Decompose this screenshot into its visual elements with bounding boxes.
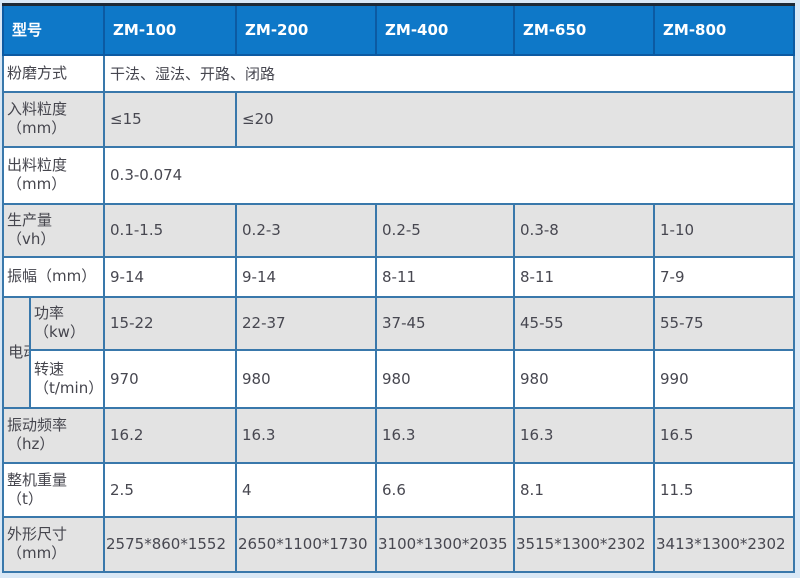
header-zm-100: ZM-100	[103, 3, 238, 56]
motor-speed-zm-800: 990	[653, 348, 796, 409]
motor-group-label-text: 电动机	[8, 342, 28, 361]
capacity-zm-800: 1-10	[653, 202, 796, 258]
motor-power-zm-650: 45-55	[513, 295, 656, 351]
weight-zm-800: 11.5	[653, 461, 796, 518]
motor-power-label: 功率 （kw）	[28, 295, 106, 351]
capacity-label: 生产量 （vh）	[1, 202, 106, 258]
amplitude-zm-200: 9-14	[235, 255, 378, 298]
motor-group-label: 电动机	[2, 295, 31, 409]
frequency-zm-100: 16.2	[103, 406, 238, 464]
capacity-zm-200: 0.2-3	[235, 202, 378, 258]
header-model-label: 型号	[1, 3, 106, 56]
dimensions-zm-200: 2650*1100*1730	[235, 515, 378, 573]
header-zm-200: ZM-200	[235, 3, 378, 56]
motor-speed-zm-650: 980	[513, 348, 656, 409]
feed-size-label-text: 入料粒度	[7, 100, 68, 119]
weight-label-text: 整机重量	[7, 470, 68, 489]
frequency-zm-200: 16.3	[235, 406, 378, 464]
row-output-size: 出料粒度 （mm） 0.3-0.074	[1, 145, 796, 205]
output-size-label-unit: （mm）	[7, 175, 67, 193]
capacity-label-unit: （vh）	[7, 230, 56, 248]
output-size-label-text: 出料粒度	[7, 156, 68, 175]
dimensions-zm-400: 3100*1300*2035	[375, 515, 516, 573]
motor-power-zm-400: 37-45	[375, 295, 516, 351]
header-zm-650: ZM-650	[513, 3, 656, 56]
weight-zm-100: 2.5	[103, 461, 238, 518]
dimensions-zm-650: 3515*1300*2302	[513, 515, 656, 573]
weight-label-unit: （t）	[7, 489, 43, 508]
row-machine-weight: 整机重量 （t） 2.5 4 6.6 8.1 11.5	[1, 461, 796, 518]
spec-table: 型号 ZM-100 ZM-200 ZM-400 ZM-650 ZM-800 粉磨…	[1, 3, 796, 573]
motor-speed-zm-400: 980	[375, 348, 516, 409]
row-capacity: 生产量 （vh） 0.1-1.5 0.2-3 0.2-5 0.3-8 1-10	[1, 202, 796, 258]
capacity-label-text: 生产量	[7, 211, 53, 230]
output-size-label: 出料粒度 （mm）	[1, 145, 106, 205]
capacity-zm-400: 0.2-5	[375, 202, 516, 258]
grinding-method-label: 粉磨方式	[1, 53, 106, 93]
feed-size-zm-100: ≤15	[103, 90, 238, 148]
motor-power-zm-100: 15-22	[103, 295, 238, 351]
row-grinding-method: 粉磨方式 干法、湿法、开路、闭路	[1, 53, 796, 93]
output-size-value: 0.3-0.074	[103, 145, 796, 205]
frequency-label-unit: （hz）	[7, 435, 55, 453]
row-vibration-frequency: 振动频率 （hz） 16.2 16.3 16.3 16.3 16.5	[1, 406, 796, 464]
frequency-zm-650: 16.3	[513, 406, 656, 464]
weight-label: 整机重量 （t）	[1, 461, 106, 518]
feed-size-label-unit: （mm）	[7, 119, 67, 137]
amplitude-zm-800: 7-9	[653, 255, 796, 298]
motor-power-zm-200: 22-37	[235, 295, 378, 351]
motor-speed-label-text: 转速	[34, 359, 65, 378]
motor-speed-label-unit: （t/min）	[34, 378, 104, 397]
row-dimensions: 外形尺寸 （mm） 2575*860*1552 2650*1100*1730 3…	[1, 515, 796, 573]
grinding-method-value: 干法、湿法、开路、闭路	[103, 53, 796, 93]
amplitude-zm-100: 9-14	[103, 255, 238, 298]
motor-power-zm-800: 55-75	[653, 295, 796, 351]
dimensions-label-unit: （mm）	[7, 544, 67, 562]
row-amplitude: 振幅（mm） 9-14 9-14 8-11 8-11 7-9	[1, 255, 796, 298]
capacity-zm-100: 0.1-1.5	[103, 202, 238, 258]
amplitude-zm-400: 8-11	[375, 255, 516, 298]
row-motor-speed: 转速 （t/min） 970 980 980 980 990	[3, 348, 796, 409]
weight-zm-400: 6.6	[375, 461, 516, 518]
motor-power-label-text: 功率	[34, 304, 65, 323]
dimensions-label-text: 外形尺寸	[7, 525, 68, 544]
motor-power-label-unit: （kw）	[34, 323, 85, 341]
header-row: 型号 ZM-100 ZM-200 ZM-400 ZM-650 ZM-800	[1, 3, 796, 56]
dimensions-label: 外形尺寸 （mm）	[1, 515, 106, 573]
header-zm-800: ZM-800	[653, 3, 796, 56]
weight-zm-650: 8.1	[513, 461, 656, 518]
dimensions-zm-800: 3413*1300*2302	[653, 515, 796, 573]
header-zm-400: ZM-400	[375, 3, 516, 56]
frequency-zm-800: 16.5	[653, 406, 796, 464]
frequency-label: 振动频率 （hz）	[1, 406, 106, 464]
row-feed-size: 入料粒度 （mm） ≤15 ≤20	[1, 90, 796, 148]
frequency-zm-400: 16.3	[375, 406, 516, 464]
weight-zm-200: 4	[235, 461, 378, 518]
amplitude-zm-650: 8-11	[513, 255, 656, 298]
row-motor-power: 电动机 功率 （kw） 15-22 22-37 37-45 45-55 55-7…	[2, 295, 796, 409]
dimensions-zm-100: 2575*860*1552	[103, 515, 238, 573]
motor-speed-zm-100: 970	[103, 348, 238, 409]
amplitude-label: 振幅（mm）	[1, 255, 106, 298]
motor-speed-zm-200: 980	[235, 348, 378, 409]
motor-speed-label: 转速 （t/min）	[28, 348, 106, 409]
feed-size-zm-200-800: ≤20	[235, 90, 796, 148]
frequency-label-text: 振动频率	[7, 416, 68, 435]
feed-size-label: 入料粒度 （mm）	[1, 90, 106, 148]
capacity-zm-650: 0.3-8	[513, 202, 656, 258]
